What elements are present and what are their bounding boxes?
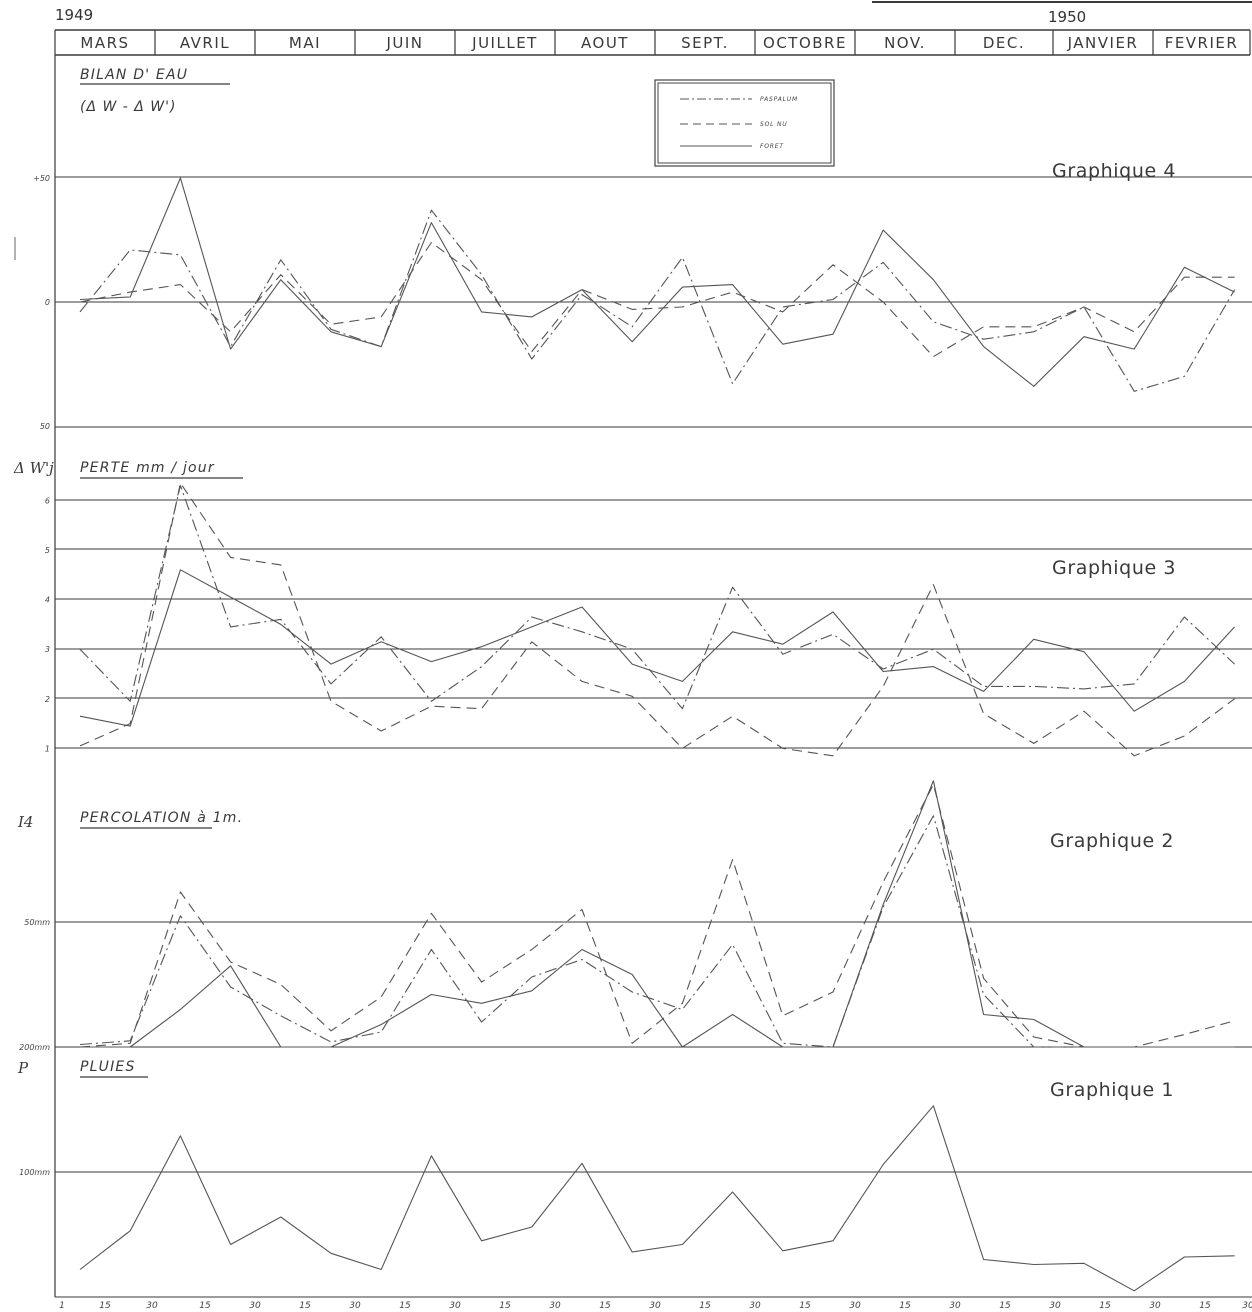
legend-box-inner (657, 82, 832, 164)
graph2-label: Graphique 2 (1050, 830, 1174, 852)
g3-series-foret (79, 569, 1236, 727)
g4-series-sol-nu (79, 241, 1235, 358)
legend: PASPALUM SOL NU FORET (654, 79, 835, 167)
graph2-labels: I4 PERCOLATION à 1m. Graphique 2 (17, 810, 1174, 852)
year-end: 1950 (1048, 8, 1086, 26)
month-label: FEVRIER (1165, 34, 1239, 52)
month-label: OCTOBRE (763, 34, 847, 52)
y-tick-label: 50mm (24, 918, 50, 927)
month-label: JANVIER (1067, 34, 1139, 52)
x-tick-label: 30 (1049, 1301, 1061, 1311)
x-tick-label: 15 (499, 1301, 511, 1311)
legend-label-foret: FORET (760, 143, 784, 150)
month-label: DEC. (983, 34, 1025, 52)
x-tick-label: 30 (749, 1301, 761, 1311)
x-tick-label: 30 (349, 1301, 361, 1311)
x-tick-label: 30 (1242, 1301, 1252, 1311)
graph1-label: Graphique 1 (1050, 1079, 1174, 1101)
y-tick-labels: +50 0 50 1 2 3 4 5 6 50mm 200mm 100mm (19, 174, 50, 1177)
month-label: AVRIL (180, 34, 230, 52)
x-tick-label: 15 (699, 1301, 711, 1311)
y-tick-label: 100mm (19, 1168, 50, 1177)
g2-series-foret (80, 780, 1235, 1048)
legend-box-outer (654, 79, 835, 167)
y-tick-label: 4 (45, 596, 50, 605)
graph4-title: BILAN D' EAU (80, 67, 188, 83)
y-tick-label: 200mm (19, 1043, 50, 1052)
y-tick-label: 3 (45, 645, 50, 654)
x-tick-label: 30 (1149, 1301, 1161, 1311)
x-tick-label: 15 (599, 1301, 611, 1311)
month-row: MARS AVRIL MAI JUIN JUILLET AOUT SEPT. OCTOBRE N… (54, 29, 1251, 56)
g4-series-paspalum (79, 209, 1236, 392)
month-label: MARS (80, 34, 129, 52)
graph4-labels: BILAN D' EAU (Δ W - Δ W') Graphique 4 (80, 67, 1176, 182)
g1-series-pluies (79, 1105, 1235, 1292)
x-tick-label: 30 (949, 1301, 961, 1311)
graph2-title: PERCOLATION à 1m. (80, 810, 243, 826)
x-tick-label: 30 (649, 1301, 661, 1311)
y-tick-label: +50 (33, 174, 50, 183)
graph3-title: PERTE mm / jour (80, 460, 215, 476)
x-tick-label: 30 (249, 1301, 261, 1311)
y-tick-label: 5 (45, 546, 50, 555)
legend-label-sol-nu: SOL NU (760, 121, 787, 128)
y-tick-label: 1 (45, 744, 50, 753)
graph3-ylabel: Δ W'j (13, 459, 54, 477)
graph4-label: Graphique 4 (1052, 160, 1176, 182)
x-tick-label: 30 (449, 1301, 461, 1311)
x-tick-labels: 1 15 30 15 30 15 30 15 30 15 30 15 30 15 30 15 30 15 30 15 3… (59, 1301, 1252, 1311)
g2-series-sol-nu (79, 783, 1235, 1048)
x-tick-label: 15 (899, 1301, 911, 1311)
month-label: MAI (289, 34, 321, 52)
series-layer (79, 177, 1236, 1292)
y-tick-label: 6 (45, 496, 50, 505)
x-tick-label: 1 (59, 1301, 65, 1311)
x-tick-label: 15 (1199, 1301, 1211, 1311)
x-tick-label: 30 (549, 1301, 561, 1311)
legend-label-paspalum: PASPALUM (760, 96, 798, 103)
y-tick-label: 2 (45, 695, 50, 704)
gridlines (14, 55, 1252, 1298)
graph2-ylabel: I4 (17, 813, 33, 831)
month-label: NOV. (884, 34, 926, 52)
x-tick-label: 15 (199, 1301, 211, 1311)
x-tick-label: 15 (99, 1301, 111, 1311)
graph1-title: PLUIES (80, 1059, 136, 1075)
x-tick-label: 15 (299, 1301, 311, 1311)
graph3-labels: Δ W'j PERTE mm / jour Graphique 3 (13, 459, 1176, 579)
g4-series-foret (79, 177, 1235, 387)
x-tick-label: 15 (999, 1301, 1011, 1311)
month-label: AOUT (581, 34, 629, 52)
x-tick-label: 30 (849, 1301, 861, 1311)
header: 1949 1950 MARS AVRIL MAI JUIN JUILLET AOUT SEP… (54, 1, 1252, 56)
year-start: 1949 (55, 6, 93, 24)
month-label: SEPT. (681, 34, 729, 52)
graph1-labels: P PLUIES Graphique 1 (17, 1059, 1174, 1101)
x-tick-label: 15 (799, 1301, 811, 1311)
x-tick-label: 15 (399, 1301, 411, 1311)
month-label: JUIN (385, 34, 423, 52)
month-label: JUILLET (471, 34, 538, 52)
graph3-label: Graphique 3 (1052, 557, 1176, 579)
y-tick-label: 50 (40, 422, 50, 431)
g3-series-sol-nu (79, 482, 1235, 757)
graph4-subtitle: (Δ W - Δ W') (80, 99, 176, 115)
y-tick-label: 0 (45, 298, 50, 307)
x-tick-label: 15 (1099, 1301, 1111, 1311)
graph1-ylabel: P (17, 1059, 29, 1077)
g3-series-paspalum (79, 484, 1235, 710)
x-tick-label: 30 (146, 1301, 158, 1311)
